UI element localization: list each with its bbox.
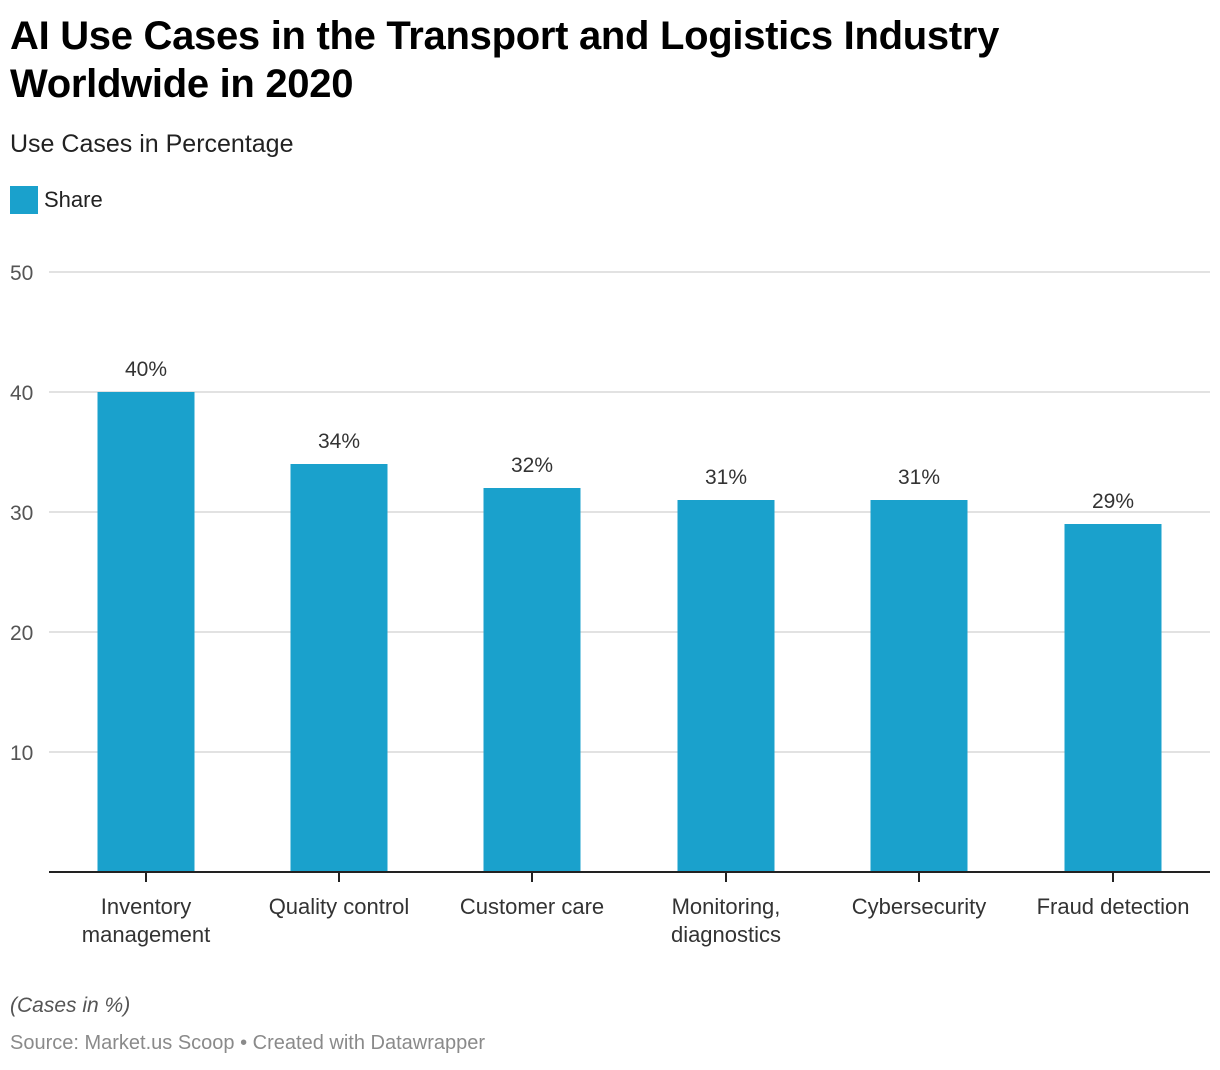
bar-value-label: 32%	[511, 454, 553, 477]
legend: Share	[10, 186, 103, 214]
y-tick-label: 10	[10, 742, 33, 765]
bar-value-label: 29%	[1092, 490, 1134, 513]
bar-value-label: 34%	[318, 430, 360, 453]
bar-value-label: 31%	[705, 466, 747, 489]
bar	[677, 500, 775, 872]
x-category-label: Fraud detection	[1037, 894, 1190, 919]
bar	[483, 488, 581, 872]
bar	[1064, 524, 1162, 872]
bar-value-label: 40%	[125, 358, 167, 381]
legend-swatch	[10, 186, 38, 214]
bar	[97, 392, 195, 872]
x-category-label: Cybersecurity	[852, 894, 986, 919]
bar-value-label: 31%	[898, 466, 940, 489]
bar	[870, 500, 968, 872]
y-tick-label: 40	[10, 382, 33, 405]
chart-subtitle: Use Cases in Percentage	[10, 130, 294, 158]
bar-chart: 10 20 30 40 50 40% Inventory management 34% Quali…	[10, 262, 1210, 947]
x-category-label: Customer care	[460, 894, 604, 919]
chart-title: AI Use Cases in the Transport and Logist…	[10, 14, 1000, 106]
x-category-label: Inventory	[101, 894, 192, 919]
y-tick-label: 50	[10, 262, 33, 285]
x-category-label: diagnostics	[671, 922, 781, 947]
legend-label: Share	[44, 187, 103, 212]
y-tick-label: 20	[10, 622, 33, 645]
x-category-label: Quality control	[269, 894, 410, 919]
x-category-label: Monitoring,	[672, 894, 781, 919]
x-category-label: management	[82, 922, 210, 947]
chart-source: Source: Market.us Scoop • Created with D…	[10, 1032, 485, 1054]
y-tick-label: 30	[10, 502, 33, 525]
bar	[290, 464, 388, 872]
chart-notes: (Cases in %)	[10, 994, 131, 1017]
